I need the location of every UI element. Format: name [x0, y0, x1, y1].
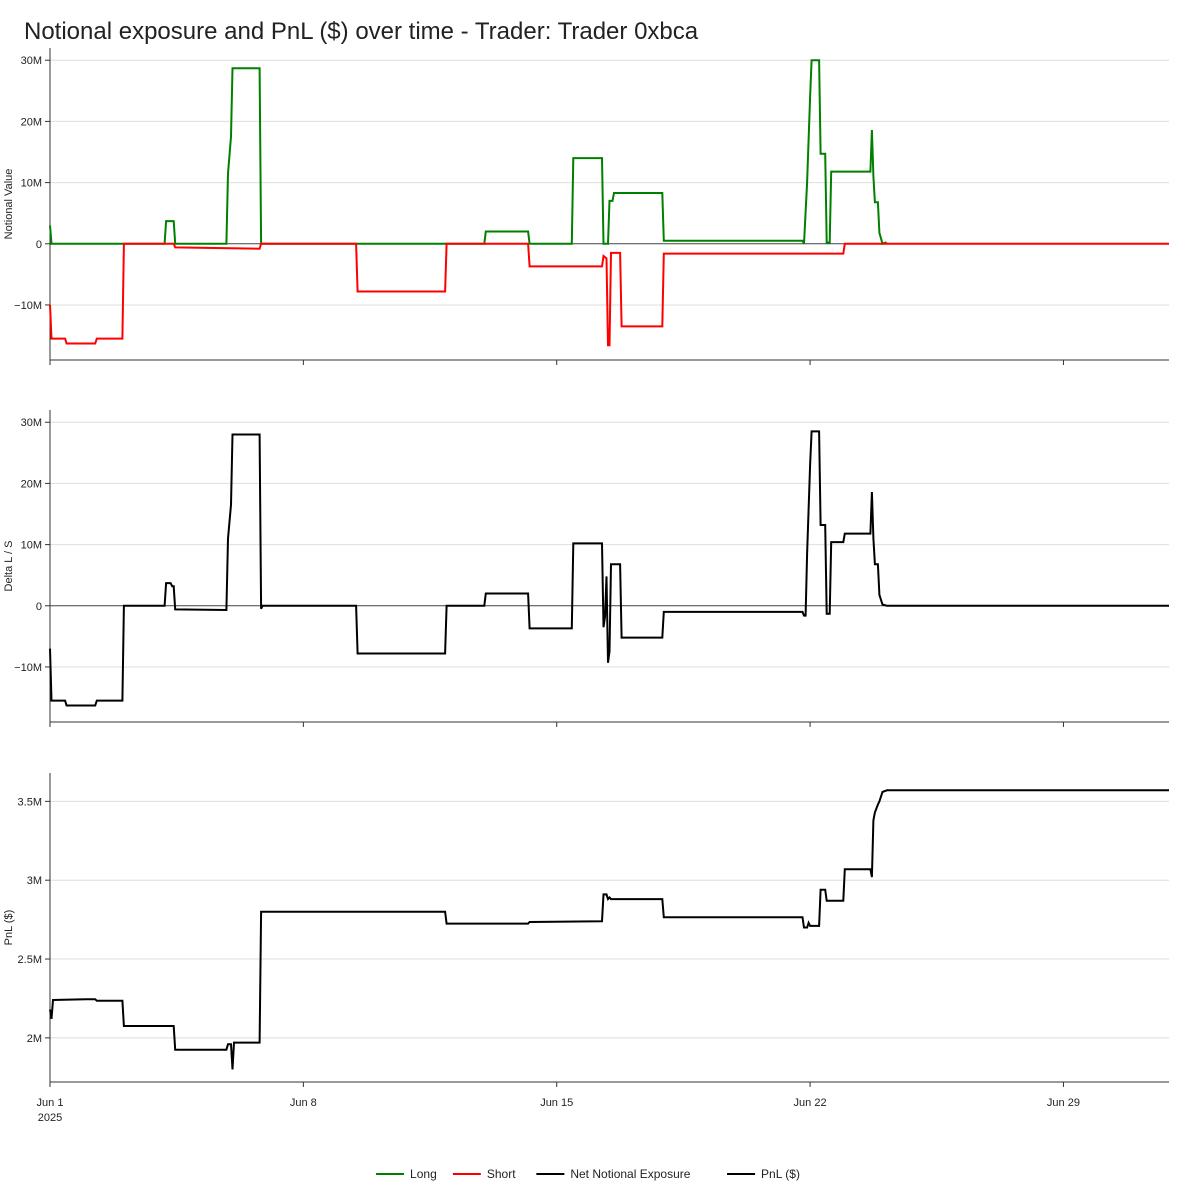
legend-label-net-notional-exposure: Net Notional Exposure — [570, 1167, 690, 1181]
legend-label-pnl: PnL ($) — [761, 1167, 800, 1181]
legend-label-short: Short — [487, 1167, 516, 1181]
delta-series-line-net-notional-exposure — [49, 430, 1169, 707]
delta-ytick-label-0: −10M — [14, 662, 42, 674]
x-tick-label-1: Jun 8 — [290, 1097, 317, 1109]
delta-ytick-label-4: 30M — [21, 417, 42, 429]
legend-label-long: Long — [410, 1167, 437, 1181]
pnl-ytick-label-0: 2M — [27, 1033, 42, 1045]
notional-ytick-label-1: 0 — [36, 239, 42, 251]
chart-title: Notional exposure and PnL ($) over time … — [24, 18, 699, 45]
x-tick-label-4: Jun 29 — [1047, 1097, 1080, 1109]
pnl-ytick-label-3: 3.5M — [18, 796, 42, 808]
x-tick-sublabel-0: 2025 — [38, 1112, 62, 1124]
notional-ytick-label-0: −10M — [14, 300, 42, 312]
notional-series-line-short — [49, 242, 1169, 347]
x-tick-label-2: Jun 15 — [540, 1097, 573, 1109]
notional-series-line-long — [49, 59, 888, 246]
pnl-ytick-label-2: 3M — [27, 875, 42, 887]
notional-ytick-label-3: 20M — [21, 116, 42, 128]
pnl-y-axis-title: PnL ($) — [3, 910, 15, 946]
x-tick-label-3: Jun 22 — [794, 1097, 827, 1109]
delta-ytick-label-1: 0 — [36, 601, 42, 613]
pnl-ytick-label-1: 2.5M — [18, 954, 42, 966]
notional-y-axis-title: Notional Value — [3, 169, 15, 240]
notional-ytick-label-4: 30M — [21, 55, 42, 67]
notional-ytick-label-2: 10M — [21, 178, 42, 190]
delta-ytick-label-3: 20M — [21, 478, 42, 490]
pnl-series-line-pnl — [49, 789, 1169, 1070]
x-tick-label-0: Jun 1 — [37, 1097, 64, 1109]
delta-y-axis-title: Delta L / S — [3, 541, 15, 592]
delta-ytick-label-2: 10M — [21, 540, 42, 552]
